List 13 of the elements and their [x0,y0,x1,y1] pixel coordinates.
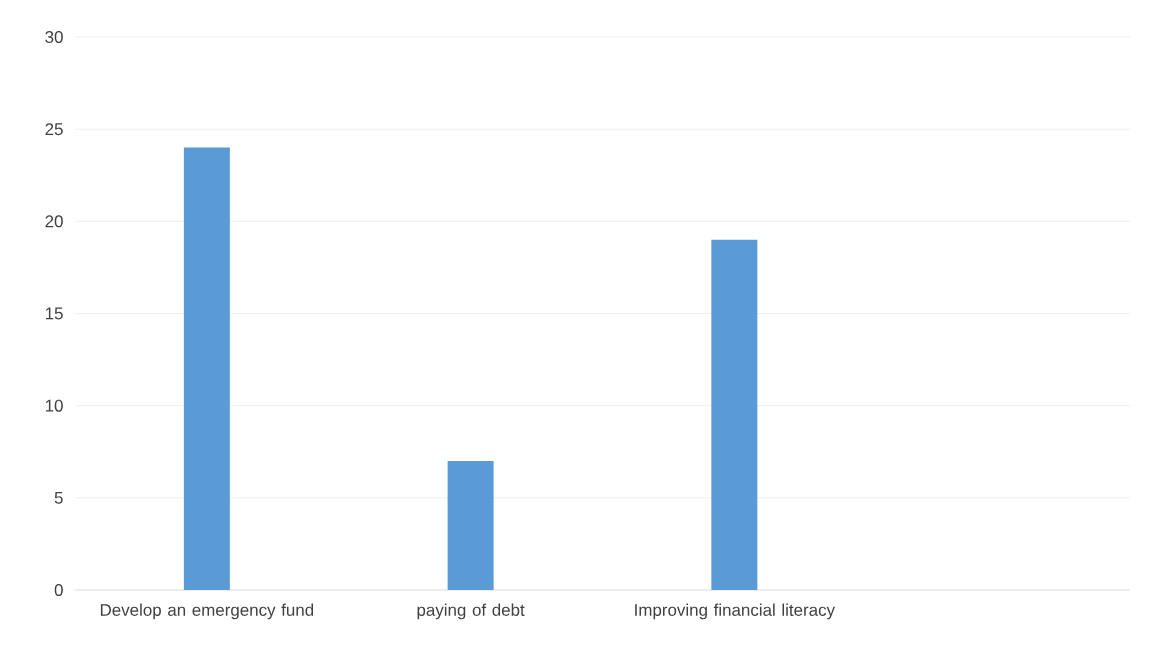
y-tick-label: 0 [54,584,63,596]
y-tick-label: 25 [45,123,63,136]
y-tick-label: 5 [54,491,63,504]
bar [447,460,494,590]
x-tick-label: Develop an emergency fund [100,603,314,620]
x-tick-label: Improving financial literacy [635,603,835,620]
bar [183,147,230,590]
y-tick-label: 20 [45,215,63,228]
y-tick-label: 30 [45,31,63,43]
y-tick-label: 15 [45,307,63,320]
bar [711,239,758,590]
y-tick-label: 10 [45,399,63,412]
x-tick-label: paying of debt [417,603,525,620]
